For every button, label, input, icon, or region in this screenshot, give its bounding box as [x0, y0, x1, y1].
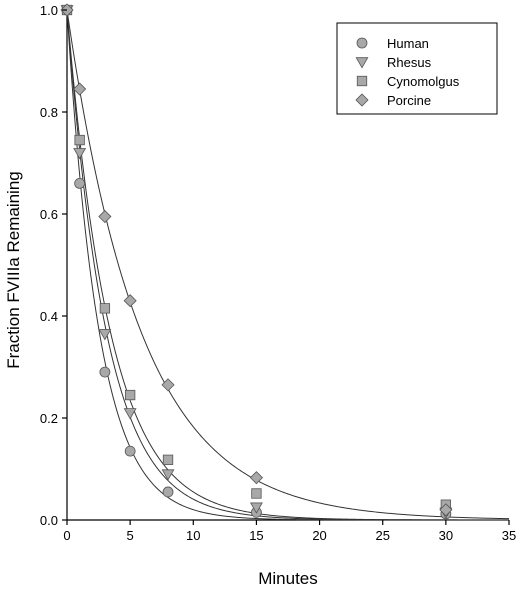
data-point	[439, 503, 453, 517]
data-point	[249, 502, 263, 514]
data-point	[74, 134, 85, 146]
x-tick-label: 10	[186, 528, 200, 543]
data-point	[99, 366, 111, 378]
data-point	[74, 177, 86, 189]
x-tick-label: 15	[249, 528, 263, 543]
x-tick-label: 35	[502, 528, 516, 543]
legend-items: Human Rhesus Cynomolgus Porcine	[355, 36, 460, 108]
legend-marker-human	[356, 37, 368, 49]
data-point	[162, 454, 174, 465]
data-point	[98, 329, 112, 341]
data-point	[162, 486, 174, 498]
y-tick-label: 1.0	[40, 3, 58, 18]
y-tick-label: 0.0	[40, 513, 58, 528]
data-point	[99, 303, 111, 314]
data-point	[73, 82, 87, 96]
legend-marker-rhesus	[355, 57, 369, 69]
fit-curve-cynomolgus	[66, 9, 509, 521]
fit-curve-porcine	[66, 9, 510, 520]
x-axis-title: Minutes	[258, 569, 318, 588]
data-point	[124, 445, 136, 457]
legend: Human Rhesus Cynomolgus Porcine	[336, 22, 498, 115]
data-point	[161, 378, 175, 392]
y-axis-title: Fraction FVIIIa Remaining	[4, 171, 23, 368]
x-tick-label: 5	[127, 528, 134, 543]
legend-marker-cynomolgus	[356, 75, 368, 87]
data-point	[123, 408, 137, 420]
x-tick-label: 30	[439, 528, 453, 543]
legend-label: Rhesus	[387, 55, 432, 70]
data-point	[73, 148, 87, 160]
legend-label: Human	[387, 36, 429, 51]
x-tick-label: 0	[63, 528, 70, 543]
x-ticks: 0 5 10 15 20 25 30 35	[63, 520, 516, 543]
y-tick-label: 0.6	[40, 207, 58, 222]
legend-label: Cynomolgus	[387, 74, 460, 89]
data-point	[251, 488, 262, 499]
series-porcine	[60, 3, 453, 517]
data-point	[161, 469, 175, 481]
y-tick-label: 0.4	[40, 309, 58, 324]
y-tick-label: 0.8	[40, 105, 58, 120]
plot-area: 0 5 10 15 20 25 30 35 0.0 0.2 0.4 0.6 0.8 1.0	[40, 3, 516, 543]
data-point	[123, 294, 137, 308]
legend-label: Porcine	[387, 93, 431, 108]
data-point	[249, 471, 263, 485]
data-point	[124, 389, 136, 401]
x-tick-label: 20	[312, 528, 326, 543]
data-point	[98, 209, 112, 224]
legend-marker-porcine	[355, 93, 369, 107]
fit-curves	[66, 9, 510, 521]
x-tick-label: 25	[375, 528, 389, 543]
y-ticks: 0.0 0.2 0.4 0.6 0.8 1.0	[40, 3, 67, 528]
y-tick-label: 0.2	[40, 411, 58, 426]
